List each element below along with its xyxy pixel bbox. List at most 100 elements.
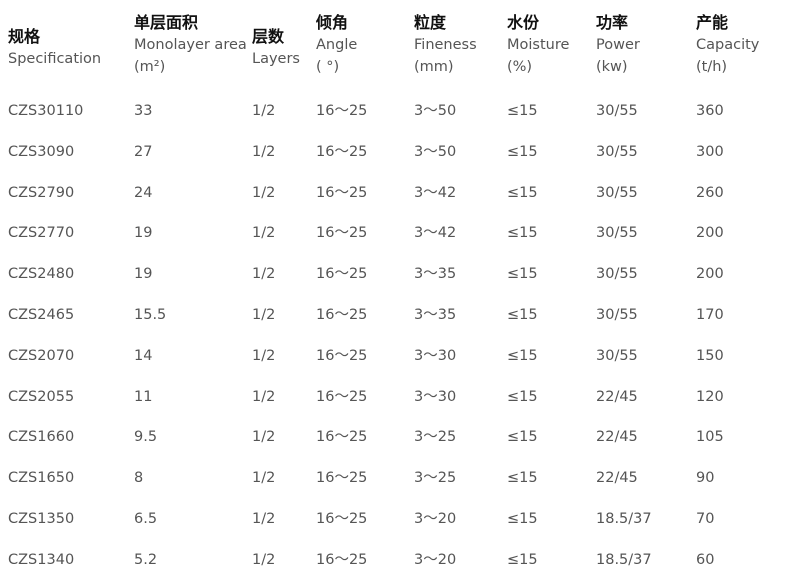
cell-power: 30/55 — [596, 103, 638, 119]
cell-angle: 16～25 — [316, 184, 368, 201]
cell-power: 30/55 — [596, 307, 638, 323]
cell-power: 22/45 — [596, 470, 638, 487]
cell-specification: CZS1650 — [8, 470, 75, 487]
header-en: Monolayer area — [134, 37, 247, 53]
cell-angle: 16～25 — [316, 551, 368, 568]
header-angle: 倾角 Angle ( °) — [316, 12, 357, 78]
cell-capacity: 60 — [696, 551, 715, 568]
cell-layers: 1/2 — [252, 143, 276, 160]
cell-capacity: 170 — [696, 307, 724, 323]
cell-specification: CZS1350 — [8, 511, 75, 527]
cell-angle: 16～25 — [316, 470, 368, 487]
cell-monolayer-area: 8 — [134, 470, 144, 487]
cell-angle: 16～25 — [316, 347, 368, 364]
header-moisture: 水份 Moisture (%) — [507, 12, 569, 78]
cell-layers: 1/2 — [252, 266, 276, 283]
cell-specification: CZS2070 — [8, 347, 75, 364]
header-en: Angle — [316, 37, 358, 53]
cell-monolayer-area: 33 — [134, 103, 153, 119]
header-unit: (kw) — [596, 59, 628, 75]
cell-layers: 1/2 — [252, 225, 276, 242]
cell-moisture: ≤15 — [507, 511, 538, 527]
cell-power: 30/55 — [596, 184, 638, 201]
cell-angle: 16～25 — [316, 307, 368, 323]
cell-specification: CZS3090 — [8, 143, 75, 160]
cell-moisture: ≤15 — [507, 225, 538, 242]
cell-power: 22/45 — [596, 429, 638, 446]
cell-power: 30/55 — [596, 266, 638, 283]
header-capacity: 产能 Capacity (t/h) — [696, 12, 759, 78]
header-cn: 产能 — [696, 13, 729, 32]
header-cn: 倾角 — [316, 13, 349, 32]
cell-power: 18.5/37 — [596, 551, 652, 568]
header-layers: 层数 Layers — [252, 26, 300, 70]
cell-power: 30/55 — [596, 225, 638, 242]
cell-capacity: 120 — [696, 388, 724, 405]
cell-capacity: 105 — [696, 429, 724, 446]
cell-specification: CZS2480 — [8, 266, 75, 283]
header-cn: 单层面积 — [134, 13, 199, 32]
header-en: Fineness — [414, 37, 477, 53]
header-cn: 粒度 — [414, 13, 447, 32]
cell-moisture: ≤15 — [507, 429, 538, 446]
cell-monolayer-area: 6.5 — [134, 511, 158, 527]
cell-angle: 16～25 — [316, 103, 368, 119]
cell-fineness: 3～35 — [414, 307, 457, 323]
header-unit: (t/h) — [696, 59, 728, 75]
cell-monolayer-area: 9.5 — [134, 429, 158, 446]
header-en: Layers — [252, 51, 300, 67]
cell-layers: 1/2 — [252, 511, 276, 527]
cell-layers: 1/2 — [252, 429, 276, 446]
cell-angle: 16～25 — [316, 225, 368, 242]
header-unit: (mm) — [414, 59, 454, 75]
header-en: Specification — [8, 51, 102, 67]
cell-capacity: 70 — [696, 511, 715, 527]
cell-monolayer-area: 11 — [134, 388, 153, 405]
cell-layers: 1/2 — [252, 388, 276, 405]
cell-capacity: 260 — [696, 184, 724, 201]
cell-specification: CZS30110 — [8, 103, 84, 119]
header-en: Power — [596, 37, 640, 53]
cell-power: 30/55 — [596, 143, 638, 160]
cell-moisture: ≤15 — [507, 470, 538, 487]
cell-specification: CZS2055 — [8, 388, 75, 405]
cell-moisture: ≤15 — [507, 184, 538, 201]
cell-moisture: ≤15 — [507, 143, 538, 160]
cell-angle: 16～25 — [316, 143, 368, 160]
header-power: 功率 Power (kw) — [596, 12, 640, 78]
cell-capacity: 200 — [696, 225, 724, 242]
header-monolayer-area: 单层面积 Monolayer area (m²) — [134, 12, 247, 78]
header-en: Moisture — [507, 37, 570, 53]
cell-capacity: 360 — [696, 103, 724, 119]
cell-power: 30/55 — [596, 347, 638, 364]
cell-capacity: 200 — [696, 266, 724, 283]
header-unit: ( °) — [316, 59, 340, 75]
cell-specification: CZS2770 — [8, 225, 75, 242]
cell-capacity: 90 — [696, 470, 715, 487]
header-fineness: 粒度 Fineness (mm) — [414, 12, 477, 78]
cell-capacity: 150 — [696, 347, 724, 364]
cell-fineness: 3～25 — [414, 429, 457, 446]
cell-specification: CZS2465 — [8, 307, 75, 323]
cell-moisture: ≤15 — [507, 266, 538, 283]
cell-angle: 16～25 — [316, 266, 368, 283]
header-specification: 规格 Specification — [8, 26, 101, 70]
cell-fineness: 3～42 — [414, 184, 457, 201]
cell-angle: 16～25 — [316, 429, 368, 446]
cell-layers: 1/2 — [252, 184, 276, 201]
cell-fineness: 3～42 — [414, 225, 457, 242]
cell-monolayer-area: 27 — [134, 143, 153, 160]
cell-monolayer-area: 15.5 — [134, 307, 167, 323]
cell-moisture: ≤15 — [507, 551, 538, 568]
cell-moisture: ≤15 — [507, 307, 538, 323]
cell-angle: 16～25 — [316, 388, 368, 405]
cell-monolayer-area: 19 — [134, 266, 153, 283]
cell-specification: CZS1340 — [8, 551, 75, 568]
header-cn: 水份 — [507, 13, 540, 32]
cell-moisture: ≤15 — [507, 388, 538, 405]
cell-monolayer-area: 5.2 — [134, 551, 158, 568]
cell-power: 22/45 — [596, 388, 638, 405]
cell-fineness: 3～20 — [414, 551, 457, 568]
cell-fineness: 3～35 — [414, 266, 457, 283]
